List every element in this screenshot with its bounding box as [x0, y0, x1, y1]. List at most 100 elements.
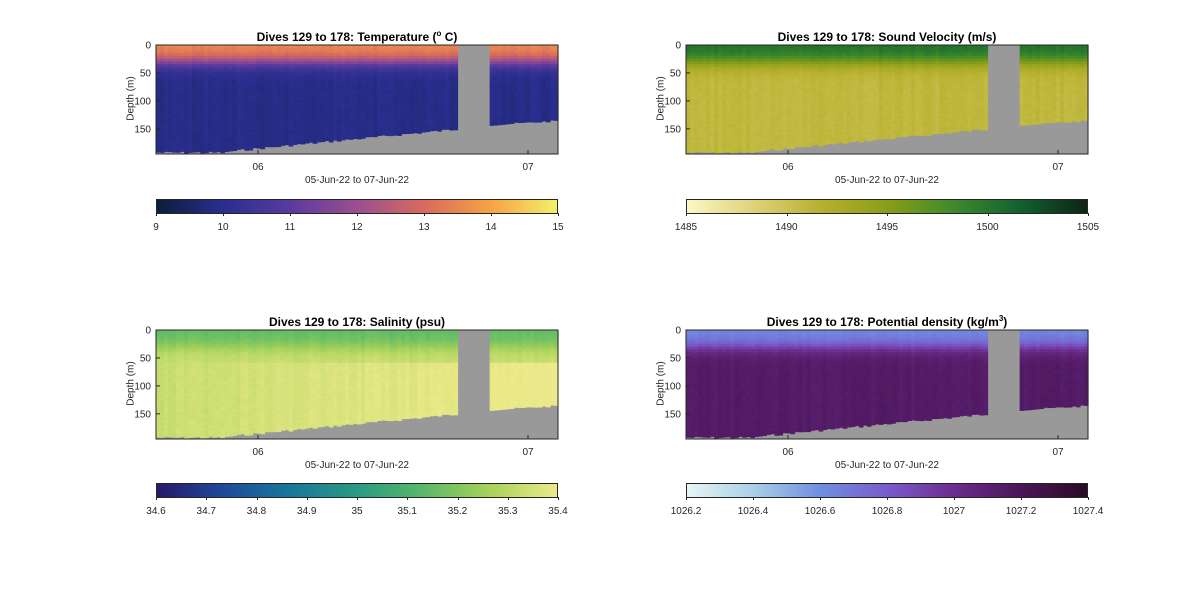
heatmap-cell — [770, 132, 776, 136]
heatmap-cell — [288, 121, 294, 125]
heatmap-cell — [842, 132, 848, 136]
heatmap-cell — [236, 58, 242, 62]
heatmap-cell — [352, 134, 358, 139]
heatmap-cell — [686, 47, 691, 51]
heatmap-cell — [276, 126, 282, 130]
heatmap-cell — [256, 140, 262, 144]
heatmap-cell — [208, 115, 213, 119]
heatmap-cell — [393, 107, 398, 111]
heatmap-cell — [714, 124, 719, 128]
heatmap-cell — [714, 72, 719, 76]
heatmap-cell — [854, 64, 860, 68]
heatmap-cell — [156, 113, 161, 117]
heatmap-cell — [308, 124, 314, 128]
heatmap-cell — [770, 94, 776, 98]
heatmap-cell — [786, 129, 792, 133]
heatmap-cell — [533, 50, 539, 54]
heatmap-cell — [340, 74, 346, 79]
heatmap-cell — [722, 47, 727, 51]
heatmap-cell — [180, 94, 185, 98]
heatmap-cell — [706, 134, 711, 139]
heatmap-cell — [525, 55, 531, 60]
heatmap-cell — [336, 72, 342, 76]
heatmap-cell — [308, 69, 314, 73]
heatmap-cell — [501, 45, 507, 49]
heatmap-cell — [698, 64, 703, 68]
temperature-title: Dives 129 to 178: Temperature (o C) — [256, 29, 458, 44]
heatmap-cell — [352, 80, 358, 84]
heatmap-cell — [288, 118, 294, 122]
heatmap-cell — [834, 72, 840, 76]
heatmap-cell — [702, 55, 707, 60]
heatmap-cell — [208, 94, 213, 98]
heatmap-cell — [766, 102, 772, 106]
heatmap-cell — [232, 140, 237, 144]
heatmap-cell — [252, 140, 258, 144]
heatmap-cell — [216, 124, 221, 128]
heatmap-cell — [300, 113, 306, 117]
heatmap-cell — [393, 124, 398, 128]
heatmap-cell — [553, 45, 559, 49]
heatmap-cell — [244, 91, 250, 95]
heatmap-cell — [834, 107, 840, 111]
heatmap-cell — [228, 47, 233, 51]
heatmap-cell — [714, 115, 719, 119]
heatmap-cell — [734, 47, 739, 51]
heatmap-cell — [176, 66, 181, 70]
heatmap-cell — [686, 55, 691, 60]
heatmap-cell — [168, 140, 173, 144]
heatmap-cell — [176, 77, 181, 81]
heatmap-cell — [513, 107, 519, 111]
heatmap-cell — [361, 77, 366, 81]
heatmap-cell — [401, 55, 406, 60]
heatmap-cell — [746, 55, 751, 60]
heatmap-cell — [774, 104, 780, 109]
heatmap-cell — [453, 61, 459, 65]
heatmap-cell — [272, 91, 278, 95]
heatmap-cell — [276, 80, 282, 84]
heatmap-cell — [361, 99, 366, 103]
heatmap-cell — [806, 83, 812, 87]
heatmap-cell — [168, 50, 173, 54]
heatmap-cell — [272, 66, 278, 70]
heatmap-cell — [533, 99, 539, 103]
heatmap-cell — [228, 102, 233, 106]
heatmap-cell — [352, 102, 358, 106]
heatmap-cell — [513, 72, 519, 76]
heatmap-cell — [256, 53, 262, 57]
heatmap-cell — [770, 47, 776, 51]
heatmap-cell — [698, 134, 703, 139]
heatmap-cell — [814, 83, 820, 87]
heatmap-cell — [312, 140, 318, 144]
heatmap-cell — [521, 107, 527, 111]
heatmap-cell — [304, 64, 310, 68]
heatmap-cell — [702, 45, 707, 49]
heatmap-cell — [357, 45, 362, 49]
heatmap-cell — [276, 47, 282, 51]
heatmap-cell — [521, 58, 527, 62]
heatmap-cell — [489, 50, 495, 54]
heatmap-cell — [260, 132, 266, 136]
heatmap-cell — [184, 132, 189, 136]
heatmap-cell — [164, 55, 169, 60]
heatmap-cell — [240, 140, 246, 144]
heatmap-cell — [292, 88, 298, 92]
heatmap-cell — [357, 115, 362, 119]
heatmap-cell — [381, 77, 386, 81]
heatmap-cell — [798, 99, 804, 103]
heatmap-cell — [529, 72, 535, 76]
heatmap-cell — [722, 134, 727, 139]
heatmap-cell — [244, 140, 250, 144]
heatmap-cell — [417, 53, 422, 57]
heatmap-cell — [373, 118, 378, 122]
heatmap-cell — [204, 91, 209, 95]
heatmap-cell — [553, 53, 559, 57]
heatmap-cell — [778, 45, 784, 49]
heatmap-cell — [445, 72, 451, 76]
heatmap-cell — [373, 91, 378, 95]
heatmap-cell — [774, 58, 780, 62]
heatmap-cell — [292, 99, 298, 103]
heatmap-cell — [790, 69, 796, 73]
heatmap-cell — [280, 126, 286, 130]
heatmap-cell — [734, 107, 739, 111]
